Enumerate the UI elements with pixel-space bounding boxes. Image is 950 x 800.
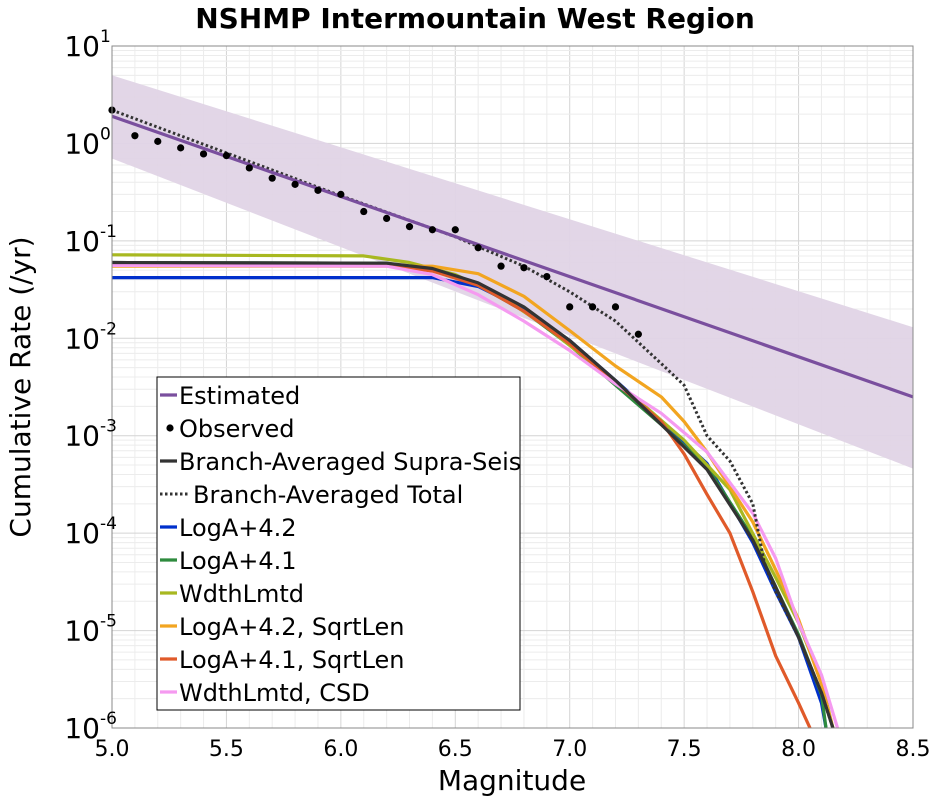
observed-point [222,152,231,160]
x-axis-label: Magnitude [438,764,586,797]
series-wdthlmtd-csd-line [112,263,840,728]
chart-title: NSHMP Intermountain West Region [195,2,755,35]
observed-point [268,174,276,182]
series-branch-averaged-supra-seis-line [112,260,835,728]
legend-entry: WdthLmtd [160,580,304,608]
y-tick-exponent: -6 [100,709,117,729]
observed-point [405,223,414,231]
x-ticks: 5.0 5.5 6.0 6.5 7.0 7.5 8.0 8.5 [95,737,931,762]
observed-point [589,303,597,311]
observed-point [177,144,185,152]
legend-label: LogA+4.1, SqrtLen [179,646,405,674]
plot-frame [111,45,914,729]
observed-point [497,262,505,270]
legend-entry: LogA+4.2, SqrtLen [160,613,405,641]
legend-label: Branch-Averaged Total [193,481,463,509]
legend: Estimated Observed Branch-Averaged Supra-S… [156,376,521,711]
legend-label: WdthLmtd, CSD [179,679,370,707]
y-tick-label: 10 [64,420,100,453]
observed-point [360,207,368,216]
observed-point [474,244,482,252]
y-tick-label: 10 [64,225,100,258]
uncertainty-band-area [112,75,913,469]
y-tick-exponent: -3 [100,417,117,437]
observed-point [154,137,162,145]
x-tick-label: 5.0 [95,737,130,762]
legend-marker [166,424,174,432]
series-loga-4-1-sqrtlen-line [112,263,812,728]
y-tick-label: 10 [64,517,100,550]
legend-entry: Estimated [160,382,300,410]
observed-point [131,132,139,140]
y-tick-exponent: -1 [100,222,117,242]
legend-entry: Branch-Averaged Total [160,481,463,509]
uncertainty-band [112,75,913,469]
legend-entry: LogA+4.2 [160,514,297,542]
y-tick-exponent: -5 [100,612,117,632]
legend-label: Branch-Averaged Supra-Seis [179,448,521,476]
y-tick-exponent: -4 [100,514,117,534]
y-tick-label: 10 [64,127,100,160]
observed-point [291,180,299,188]
x-tick-label: 8.5 [896,737,931,762]
observed-point [451,226,459,234]
x-tick-label: 6.5 [438,737,473,762]
legend-label: Estimated [179,382,300,410]
observed-point [337,190,345,198]
legend-label: WdthLmtd [179,580,304,608]
observed-point [199,150,208,158]
y-tick-exponent: 0 [100,124,111,144]
observed-point [314,186,322,194]
y-tick-exponent: 1 [100,27,111,47]
series-estimated-line [112,114,913,399]
y-tick-label: 10 [64,30,100,63]
observed-point [543,272,551,281]
x-tick-label: 8.0 [781,737,816,762]
y-tick-exponent: -2 [100,319,117,339]
legend-label: LogA+4.1 [179,547,297,575]
observed-point [566,303,574,311]
x-tick-label: 5.5 [209,737,244,762]
y-tick-label: 10 [64,615,100,648]
legend-entry: Observed [166,415,294,443]
observed-point [383,214,391,223]
observed-point [611,303,620,311]
legend-label: LogA+4.2, SqrtLen [179,613,405,641]
x-tick-label: 7.0 [552,737,587,762]
observed-point [245,164,253,172]
legend-box [156,376,521,711]
legend-entry: Branch-Averaged Supra-Seis [160,448,521,476]
legend-label: LogA+4.2 [179,514,297,542]
plot-series [108,106,913,728]
legend-entry: LogA+4.1 [160,547,297,575]
observed-point [428,226,436,234]
series-observed [108,106,642,338]
x-tick-label: 7.5 [667,737,702,762]
x-tick-label: 6.0 [323,737,358,762]
observed-point [520,264,528,272]
y-tick-label: 10 [64,712,100,745]
y-tick-label: 10 [64,322,100,355]
legend-label: Observed [179,415,294,443]
observed-point [634,330,642,338]
legend-entry: LogA+4.1, SqrtLen [160,646,405,674]
legend-entry: WdthLmtd, CSD [160,679,370,707]
y-axis-label: Cumulative Rate (/yr) [4,236,37,537]
